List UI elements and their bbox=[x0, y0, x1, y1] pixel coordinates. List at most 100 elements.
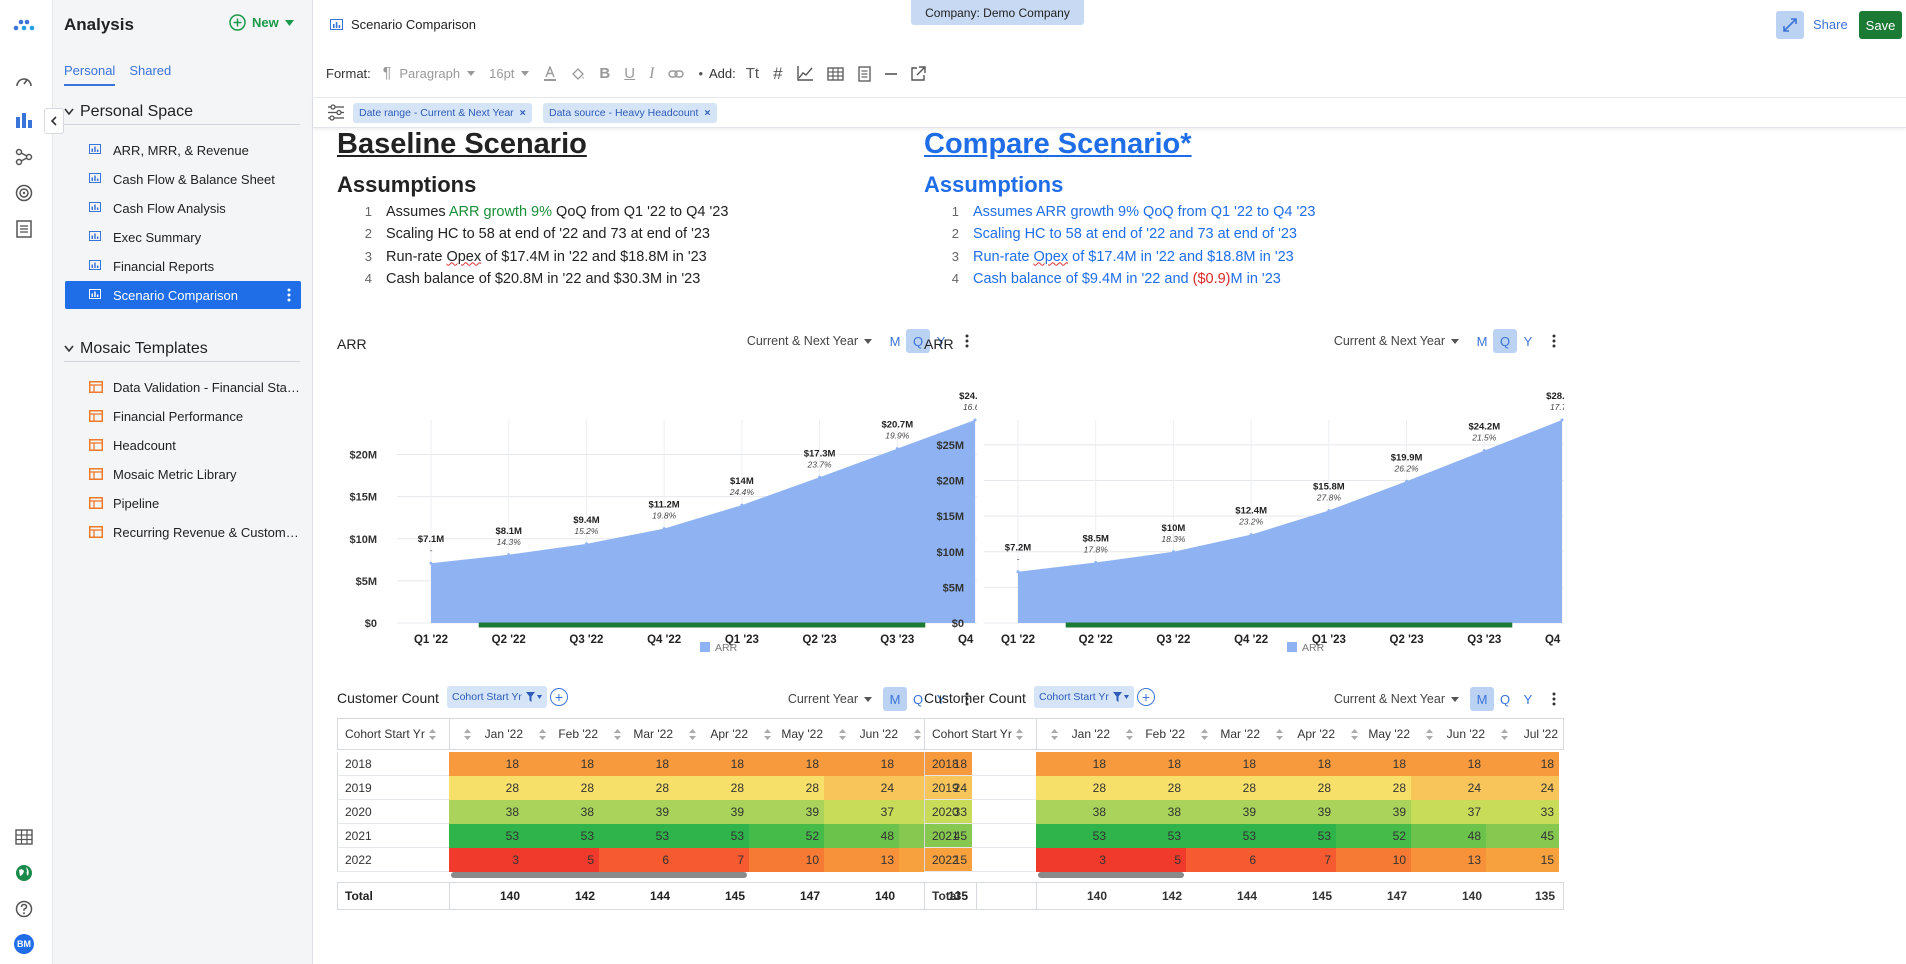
sidebar-template-data-validation-financial-stat[interactable]: Data Validation - Financial Stat... bbox=[65, 373, 301, 401]
table-cell[interactable]: 24 bbox=[824, 776, 899, 800]
sort-icon[interactable] bbox=[614, 729, 621, 740]
company-badge[interactable]: Company: Demo Company bbox=[911, 0, 1084, 25]
table-cell[interactable]: 28 bbox=[524, 776, 599, 800]
mosaic-templates-section[interactable]: Mosaic Templates bbox=[64, 336, 300, 362]
table-cell[interactable]: 24 bbox=[899, 776, 972, 800]
sort-icon[interactable] bbox=[764, 729, 771, 740]
data-point[interactable] bbox=[584, 542, 588, 546]
collapse-sidebar-button[interactable] bbox=[44, 108, 64, 134]
sort-icon[interactable] bbox=[689, 729, 696, 740]
data-point[interactable] bbox=[429, 561, 433, 565]
quarterly-toggle[interactable]: Q bbox=[912, 691, 924, 707]
table-cell[interactable]: 24 bbox=[1486, 776, 1559, 800]
table-cell[interactable]: 39 bbox=[1186, 800, 1261, 824]
filter-settings-icon[interactable] bbox=[327, 104, 345, 121]
table-cell[interactable]: 18 bbox=[599, 752, 674, 776]
insert-table-icon[interactable] bbox=[826, 66, 844, 81]
column-header[interactable]: Mar '22 bbox=[600, 718, 675, 750]
sort-icon[interactable] bbox=[464, 729, 471, 740]
table-cell[interactable]: 38 bbox=[1036, 800, 1111, 824]
text-color-icon[interactable] bbox=[543, 65, 557, 82]
new-button[interactable]: New bbox=[229, 14, 294, 31]
user-avatar[interactable]: BM bbox=[13, 933, 35, 955]
table-cell[interactable]: 18 bbox=[674, 752, 749, 776]
scrollbar-thumb[interactable] bbox=[1038, 872, 1184, 878]
table-cell[interactable]: 28 bbox=[1336, 776, 1411, 800]
more-options-icon[interactable] bbox=[1544, 334, 1564, 348]
data-point[interactable] bbox=[895, 447, 899, 451]
data-point[interactable] bbox=[1249, 533, 1253, 537]
period-select[interactable]: Current Year bbox=[788, 692, 872, 706]
column-header[interactable]: Jul '22 bbox=[1487, 718, 1560, 750]
sort-icon[interactable] bbox=[1201, 729, 1208, 740]
italic-icon[interactable]: I bbox=[649, 64, 655, 82]
sort-icon[interactable] bbox=[1126, 729, 1133, 740]
quarterly-toggle[interactable]: Q bbox=[906, 329, 930, 353]
sort-icon[interactable] bbox=[1015, 728, 1023, 740]
cohort-chip[interactable]: Cohort Start Yr bbox=[1034, 686, 1134, 708]
personal-space-section[interactable]: Personal Space bbox=[64, 99, 300, 125]
text-style-icon[interactable]: Tt bbox=[745, 65, 760, 82]
table-cell[interactable]: 37 bbox=[824, 800, 899, 824]
column-header[interactable]: Jan '22 bbox=[450, 718, 525, 750]
data-point[interactable] bbox=[1094, 560, 1098, 564]
table-cell[interactable]: 37 bbox=[1411, 800, 1486, 824]
table-cell[interactable]: 48 bbox=[1411, 824, 1486, 848]
monthly-toggle[interactable]: M bbox=[883, 687, 907, 711]
arr-area-series[interactable] bbox=[1018, 420, 1562, 623]
monthly-toggle[interactable]: M bbox=[1470, 687, 1494, 711]
line-chart-icon[interactable] bbox=[796, 66, 813, 81]
table-cell[interactable]: 18 bbox=[524, 752, 599, 776]
table-cell[interactable]: 13 bbox=[1411, 848, 1486, 872]
table-cell[interactable]: 28 bbox=[1111, 776, 1186, 800]
table-cell[interactable]: 39 bbox=[1336, 800, 1411, 824]
table-cell[interactable]: 13 bbox=[824, 848, 899, 872]
doc-title[interactable]: Scenario Comparison bbox=[351, 17, 477, 32]
table-cell[interactable]: 33 bbox=[899, 800, 972, 824]
more-options-icon[interactable] bbox=[287, 288, 291, 302]
data-point[interactable] bbox=[818, 475, 822, 479]
sort-icon[interactable] bbox=[1351, 729, 1358, 740]
sort-icon[interactable] bbox=[539, 729, 546, 740]
tab-shared[interactable]: Shared bbox=[129, 63, 172, 78]
column-header-cohort[interactable]: Cohort Start Yr bbox=[925, 718, 1037, 750]
share-button[interactable]: Share bbox=[1813, 17, 1848, 32]
table-cell[interactable]: 39 bbox=[599, 800, 674, 824]
quarterly-toggle[interactable]: Q bbox=[1499, 691, 1511, 707]
table-cell[interactable]: 28 bbox=[674, 776, 749, 800]
table-cell[interactable]: 38 bbox=[524, 800, 599, 824]
external-link-icon[interactable] bbox=[910, 66, 926, 81]
table-cell[interactable]: 5 bbox=[1111, 848, 1186, 872]
table-cell[interactable]: 15 bbox=[899, 848, 972, 872]
table-cell[interactable]: 18 bbox=[899, 752, 972, 776]
analysis-icon[interactable] bbox=[13, 109, 35, 131]
insert-document-icon[interactable] bbox=[857, 65, 871, 82]
paragraph-select[interactable]: ¶ Paragraph bbox=[383, 65, 476, 83]
period-select[interactable]: Current & Next Year bbox=[1334, 334, 1459, 348]
column-header[interactable]: Jun '22 bbox=[825, 718, 900, 750]
table-cell[interactable]: 10 bbox=[1336, 848, 1411, 872]
table-cell[interactable]: 10 bbox=[749, 848, 824, 872]
sort-icon[interactable] bbox=[428, 728, 436, 740]
table-cell[interactable]: 45 bbox=[899, 824, 972, 848]
sort-icon[interactable] bbox=[1051, 729, 1058, 740]
arr-area-series[interactable] bbox=[431, 420, 975, 623]
sort-icon[interactable] bbox=[914, 729, 921, 740]
table-cell[interactable]: 18 bbox=[449, 752, 524, 776]
data-point[interactable] bbox=[1482, 449, 1486, 453]
add-dimension-button[interactable]: + bbox=[550, 688, 568, 706]
quarterly-toggle[interactable]: Q bbox=[1493, 329, 1517, 353]
yearly-toggle[interactable]: Y bbox=[936, 691, 946, 707]
date-range-chip[interactable]: Date range - Current & Next Year × bbox=[353, 103, 532, 123]
fill-color-icon[interactable] bbox=[571, 67, 585, 81]
table-cell[interactable]: 39 bbox=[749, 800, 824, 824]
yearly-toggle[interactable]: Y bbox=[1523, 333, 1533, 349]
more-options-icon[interactable] bbox=[1544, 692, 1564, 706]
data-source-chip[interactable]: Data source - Heavy Headcount × bbox=[543, 103, 717, 123]
data-point[interactable] bbox=[662, 527, 666, 531]
integrations-icon[interactable] bbox=[13, 146, 35, 168]
column-header[interactable]: May '22 bbox=[1337, 718, 1412, 750]
hash-icon[interactable]: # bbox=[773, 63, 783, 83]
scenario-title[interactable]: Compare Scenario* bbox=[924, 128, 1192, 160]
data-point[interactable] bbox=[973, 418, 977, 422]
